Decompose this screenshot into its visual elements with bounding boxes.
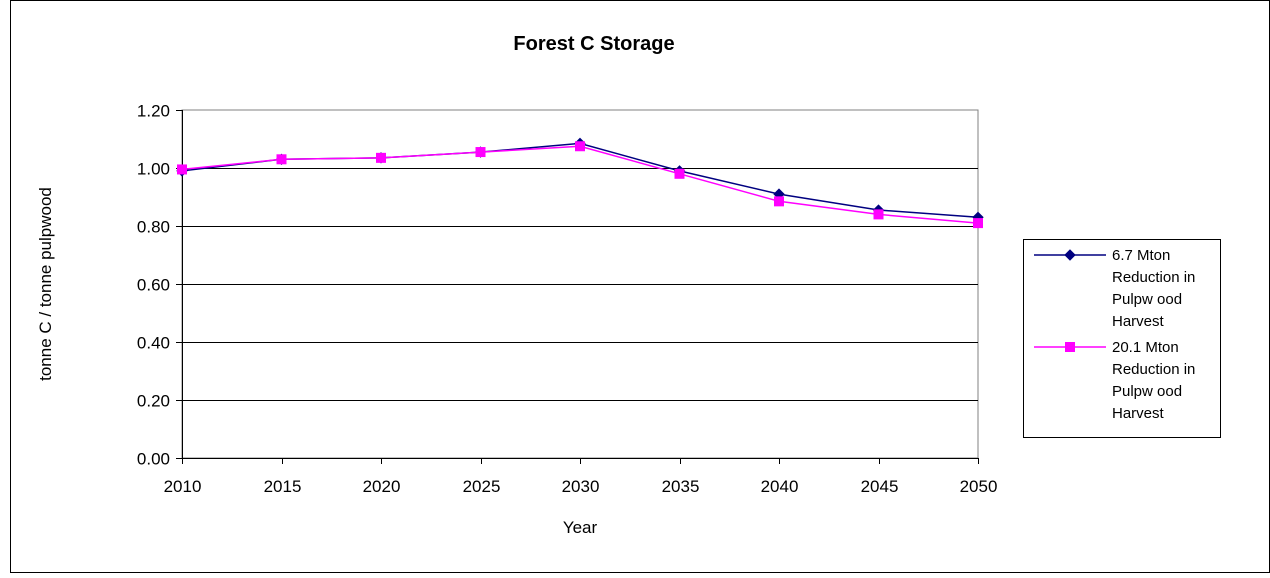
data-point (974, 219, 983, 228)
data-point (476, 148, 485, 157)
data-point (775, 197, 784, 206)
legend-label: Reduction in (1112, 361, 1195, 378)
legend-label: Reduction in (1112, 269, 1195, 286)
x-tick-label: 2030 (562, 477, 600, 496)
x-tick-label: 2035 (662, 477, 700, 496)
x-tick-label: 2020 (363, 477, 401, 496)
legend-label: Harvest (1112, 405, 1165, 422)
x-tick-label: 2025 (463, 477, 501, 496)
data-point (576, 142, 585, 151)
y-axis-label: tonne C / tonne pulpwood (36, 187, 55, 381)
legend-label: Pulpw ood (1112, 291, 1182, 308)
y-tick-label: 0.60 (137, 276, 170, 295)
data-point (874, 210, 883, 219)
x-tick-label: 2050 (960, 477, 998, 496)
x-tick-label: 2010 (164, 477, 202, 496)
y-tick-label: 0.80 (137, 218, 170, 237)
legend-label: Pulpw ood (1112, 383, 1182, 400)
legend-label: 20.1 Mton (1112, 339, 1179, 356)
legend: 6.7 Mton Reduction in Pulpw ood Harvest 20.1… (1024, 240, 1221, 438)
y-tick-label: 0.00 (137, 450, 170, 469)
x-tick-label: 2040 (761, 477, 799, 496)
y-tick-label: 0.20 (137, 392, 170, 411)
data-point (377, 153, 386, 162)
data-point (178, 165, 187, 174)
chart-title: Forest C Storage (513, 33, 674, 55)
data-point (675, 169, 684, 178)
data-point (277, 155, 286, 164)
legend-label: 6.7 Mton (1112, 247, 1170, 264)
y-tick-label: 1.20 (137, 102, 170, 121)
x-tick-label: 2045 (861, 477, 899, 496)
legend-label: Harvest (1112, 313, 1165, 330)
legend-swatch-marker (1066, 343, 1075, 352)
x-tick-label: 2015 (264, 477, 302, 496)
y-tick-label: 1.00 (137, 160, 170, 179)
y-tick-label: 0.40 (137, 334, 170, 353)
x-axis-label: Year (563, 518, 598, 537)
